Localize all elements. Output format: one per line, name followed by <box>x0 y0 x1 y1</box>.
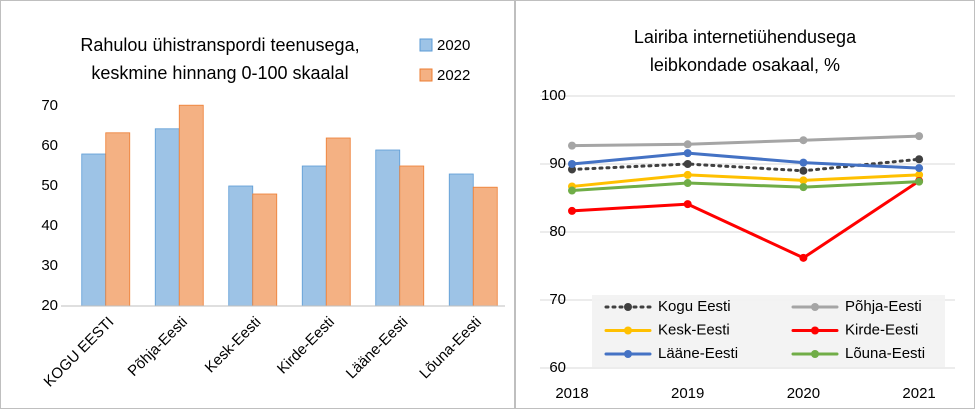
y-tick-label: 80 <box>549 223 566 240</box>
marker <box>799 176 808 185</box>
y-tick-label: 100 <box>541 87 566 104</box>
legend-marker <box>811 350 819 358</box>
legend-marker <box>811 303 819 311</box>
bar <box>448 173 474 307</box>
marker <box>683 140 692 149</box>
marker <box>799 158 808 167</box>
legend-label: Kogu Eesti <box>658 298 731 315</box>
bar <box>81 153 107 307</box>
marker <box>683 179 692 188</box>
y-tick-label: 50 <box>41 177 58 194</box>
y-tick-label: 40 <box>41 217 58 234</box>
legend-label: 2022 <box>437 67 470 84</box>
series-line <box>570 134 921 148</box>
legend-marker <box>624 326 632 335</box>
chart-title: keskmine hinnang 0-100 skaalal <box>91 63 348 83</box>
series-line <box>570 179 921 260</box>
legend-label: Kirde-Eesti <box>845 321 918 338</box>
marker <box>915 155 924 164</box>
chart-title: Rahulou ühistranspordi teenusega, <box>80 35 359 55</box>
marker <box>683 200 692 209</box>
bar <box>399 165 425 307</box>
x-tick-label: 2019 <box>671 385 704 402</box>
x-tick-label: 2021 <box>902 385 935 402</box>
chart-title: Lairiba internetiühendusega <box>634 27 857 47</box>
bar <box>178 104 204 307</box>
legend-swatch <box>419 38 433 52</box>
marker <box>799 183 808 192</box>
bar <box>301 165 327 307</box>
marker <box>799 253 808 262</box>
bar <box>105 132 131 307</box>
legend-label: 2020 <box>437 37 470 54</box>
marker <box>915 170 924 179</box>
legend-marker <box>624 350 632 358</box>
bar <box>228 185 254 307</box>
marker <box>568 160 576 168</box>
legend-label: Lääne-Eesti <box>658 345 738 362</box>
bar <box>375 149 401 307</box>
series-line <box>570 180 921 193</box>
y-tick-label: 60 <box>549 359 566 376</box>
bar <box>154 128 180 307</box>
bar <box>325 137 351 307</box>
x-tick-label: 2020 <box>787 385 820 402</box>
marker <box>915 177 924 186</box>
y-tick-label: 30 <box>41 257 58 274</box>
marker <box>683 160 692 168</box>
legend-label: Põhja-Eesti <box>845 298 922 315</box>
marker <box>915 164 924 173</box>
legend-label: Kesk-Eesti <box>658 321 730 338</box>
bar <box>472 186 498 307</box>
legend-swatch <box>419 68 433 82</box>
y-tick-label: 20 <box>41 297 58 314</box>
marker <box>683 149 692 158</box>
marker <box>799 136 808 145</box>
x-tick-label: 2018 <box>555 385 588 402</box>
marker <box>568 141 576 150</box>
marker <box>799 166 808 175</box>
legend-label: Lõuna-Eesti <box>845 345 925 362</box>
y-tick-label: 70 <box>549 291 566 308</box>
legend-marker <box>624 303 632 311</box>
legend-marker <box>811 326 819 335</box>
series-line <box>570 151 921 170</box>
bar <box>252 193 278 307</box>
y-tick-label: 70 <box>41 97 58 114</box>
marker <box>568 186 576 195</box>
series-line <box>570 173 921 188</box>
chart-title: leibkondade osakaal, % <box>650 55 840 75</box>
marker <box>568 206 576 215</box>
y-tick-label: 90 <box>549 155 566 172</box>
y-tick-label: 60 <box>41 137 58 154</box>
marker <box>683 170 692 179</box>
marker <box>915 132 924 141</box>
